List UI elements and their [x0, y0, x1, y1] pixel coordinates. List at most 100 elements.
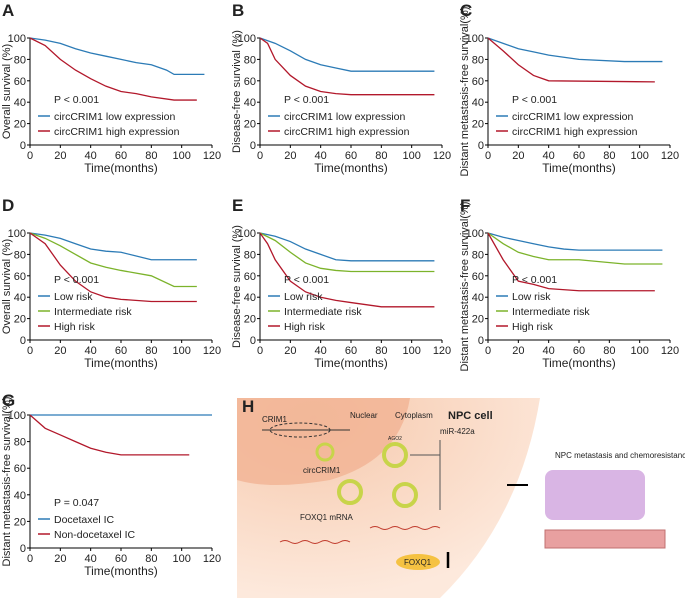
- p-value: P = 0.047: [54, 497, 99, 509]
- legend-label: circCRIM1 low expression: [54, 111, 176, 123]
- cytoplasm-label: Cytoplasm: [395, 411, 433, 420]
- x-tick-label: 120: [661, 345, 679, 357]
- y-tick-label: 20: [14, 516, 26, 528]
- panel-label: D: [2, 196, 14, 215]
- circrna: [315, 442, 335, 462]
- survival-curve: [29, 232, 197, 303]
- x-tick-label: 100: [630, 345, 648, 357]
- survival-curve: [487, 232, 663, 251]
- survival-curve: [487, 37, 663, 63]
- p-value: P < 0.001: [512, 274, 557, 286]
- x-tick-label: 60: [573, 345, 585, 357]
- legend-label: Low risk: [284, 291, 323, 303]
- x-tick-label: 80: [145, 150, 157, 162]
- y-tick-label: 40: [14, 97, 26, 109]
- y-tick-label: 20: [244, 314, 256, 326]
- y-tick-label: 40: [244, 292, 256, 304]
- survival-curve: [487, 232, 663, 265]
- y-tick-label: 80: [472, 54, 484, 66]
- y-tick-label: 80: [244, 54, 256, 66]
- x-tick-label: 60: [345, 150, 357, 162]
- survival-curve: [29, 414, 190, 456]
- x-tick-label: 120: [433, 150, 451, 162]
- survival-curve: [259, 37, 435, 96]
- x-axis-label: Time(months): [84, 356, 158, 370]
- circrna-label: circCRIM1: [303, 466, 341, 475]
- y-tick-label: 20: [472, 314, 484, 326]
- x-tick-label: 0: [27, 150, 33, 162]
- x-tick-label: 120: [203, 150, 221, 162]
- legend-label: High risk: [284, 321, 326, 333]
- x-tick-label: 0: [27, 345, 33, 357]
- p-value: P < 0.001: [54, 94, 99, 106]
- survival-curve: [487, 37, 655, 83]
- panel-label: F: [460, 196, 470, 215]
- x-tick-label: 100: [172, 345, 190, 357]
- x-tick-label: 100: [172, 150, 190, 162]
- mirna-label: miR-422a: [440, 427, 475, 436]
- x-tick-label: 40: [543, 345, 555, 357]
- y-tick-label: 100: [238, 228, 256, 240]
- x-axis-label: Time(months): [84, 564, 158, 578]
- panel: A 0 20 40 60 80 100 120 0 20 40 60 80 100 Time(months)…: [1, 1, 221, 175]
- y-tick-label: 100: [466, 228, 484, 240]
- y-tick-label: 40: [14, 490, 26, 502]
- x-tick-label: 0: [257, 345, 263, 357]
- x-tick-label: 60: [115, 345, 127, 357]
- y-tick-label: 80: [472, 249, 484, 261]
- ago-label: AGO2: [388, 436, 402, 442]
- outcome-label: NPC metastasis and chemoresistance: [555, 451, 685, 460]
- x-tick-label: 100: [172, 553, 190, 565]
- x-tick-label: 120: [203, 345, 221, 357]
- y-tick-label: 100: [8, 228, 26, 240]
- y-tick-label: 80: [14, 437, 26, 449]
- survival-curve: [29, 37, 205, 76]
- p-value: P < 0.001: [54, 274, 99, 286]
- y-tick-label: 0: [20, 543, 26, 555]
- x-axis-label: Time(months): [314, 356, 388, 370]
- panel-label: C: [460, 1, 472, 20]
- y-tick-label: 20: [14, 314, 26, 326]
- mrna: [279, 540, 351, 544]
- y-tick-label: 80: [14, 54, 26, 66]
- x-tick-label: 120: [203, 553, 221, 565]
- x-tick-label: 40: [85, 150, 97, 162]
- y-tick-label: 60: [244, 271, 256, 283]
- y-tick-label: 20: [244, 119, 256, 131]
- y-tick-label: 40: [244, 97, 256, 109]
- y-tick-label: 0: [478, 140, 484, 152]
- y-tick-label: 40: [472, 97, 484, 109]
- legend-label: circCRIM1 high expression: [512, 126, 638, 138]
- y-tick-label: 100: [238, 33, 256, 45]
- legend-label: Intermediate risk: [54, 306, 132, 318]
- x-tick-label: 120: [661, 150, 679, 162]
- x-axis-label: Time(months): [314, 161, 388, 175]
- p-value: P < 0.001: [284, 94, 329, 106]
- y-tick-label: 80: [244, 249, 256, 261]
- protein-label: FOXQ1: [404, 558, 432, 567]
- p-value: P < 0.001: [284, 274, 329, 286]
- legend-label: Docetaxel IC: [54, 514, 115, 526]
- survival-curve: [487, 232, 655, 292]
- y-axis-label: Distant metastasis-free survival(%): [459, 7, 471, 177]
- survival-curve: [259, 232, 435, 273]
- x-tick-label: 80: [603, 150, 615, 162]
- panel-label: E: [232, 196, 243, 215]
- y-axis-label: Distant metastasis-free survival(%): [459, 202, 471, 372]
- x-tick-label: 60: [345, 345, 357, 357]
- survival-curve: [259, 232, 435, 262]
- survival-curve: [29, 37, 197, 101]
- panel-label: G: [2, 391, 15, 410]
- y-tick-label: 20: [472, 119, 484, 131]
- panel: F 0 20 40 60 80 100 120 0 20 40 60 80 100 Time(months)…: [459, 196, 679, 371]
- y-tick-label: 60: [14, 463, 26, 475]
- legend-label: Intermediate risk: [284, 306, 362, 318]
- x-tick-label: 0: [27, 553, 33, 565]
- x-tick-label: 80: [603, 345, 615, 357]
- x-axis-label: Time(months): [84, 161, 158, 175]
- survival-curve: [259, 37, 435, 72]
- gene-loop: [269, 422, 331, 438]
- x-tick-label: 80: [375, 345, 387, 357]
- y-tick-label: 0: [250, 140, 256, 152]
